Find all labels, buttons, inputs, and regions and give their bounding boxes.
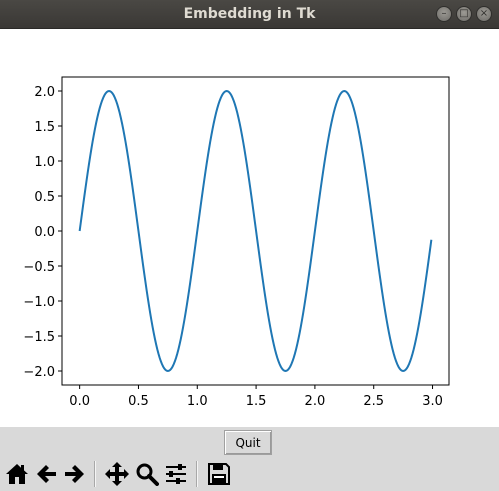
x-tick-label: 1.5	[246, 394, 267, 409]
window-titlebar[interactable]: Embedding in Tk – □ ×	[0, 0, 499, 29]
x-tick-label: 1.0	[187, 394, 208, 409]
x-tick-label: 2.0	[305, 394, 326, 409]
pan-icon[interactable]	[103, 460, 131, 488]
save-icon[interactable]	[205, 460, 233, 488]
minimize-icon[interactable]: –	[436, 6, 452, 22]
home-icon[interactable]	[3, 460, 31, 488]
sine-wave-line	[78, 89, 433, 373]
y-tick-label: 1.5	[34, 120, 55, 135]
window-title: Embedding in Tk	[183, 6, 316, 22]
close-icon[interactable]: ×	[476, 6, 492, 22]
y-tick-label: −1.5	[23, 330, 55, 345]
zoom-icon[interactable]	[133, 460, 161, 488]
x-tick-label: 0.0	[69, 394, 90, 409]
plot-svg: 0.0 0.5 1.0 1.5 2.0 2.5 3.0 2.0 1.5 1.0 0.5 0.0 −0.…	[23, 76, 450, 409]
y-tick-label: 2.0	[34, 85, 55, 100]
back-icon[interactable]	[32, 460, 60, 488]
maximize-icon[interactable]: □	[456, 6, 472, 22]
navigation-toolbar	[0, 458, 499, 491]
quit-bar: Quit	[0, 427, 499, 458]
y-tick-label: 0.5	[34, 190, 55, 205]
y-tick-label: −1.0	[23, 295, 55, 310]
figure-canvas[interactable]: 0.0 0.5 1.0 1.5 2.0 2.5 3.0 2.0 1.5 1.0 0.5 0.0 −0.…	[0, 29, 499, 427]
toolbar-separator	[94, 461, 96, 487]
quit-button[interactable]: Quit	[224, 430, 272, 455]
x-tick-label: 2.5	[363, 394, 384, 409]
x-tick-label: 3.0	[422, 394, 443, 409]
toolbar-separator	[196, 461, 198, 487]
y-tick-label: −2.0	[23, 365, 55, 380]
configure-subplots-icon[interactable]	[162, 460, 190, 488]
forward-icon[interactable]	[61, 460, 89, 488]
y-tick-label: 0.0	[34, 225, 55, 240]
y-tick-label: −0.5	[23, 260, 55, 275]
y-tick-label: 1.0	[34, 155, 55, 170]
x-tick-label: 0.5	[128, 394, 149, 409]
